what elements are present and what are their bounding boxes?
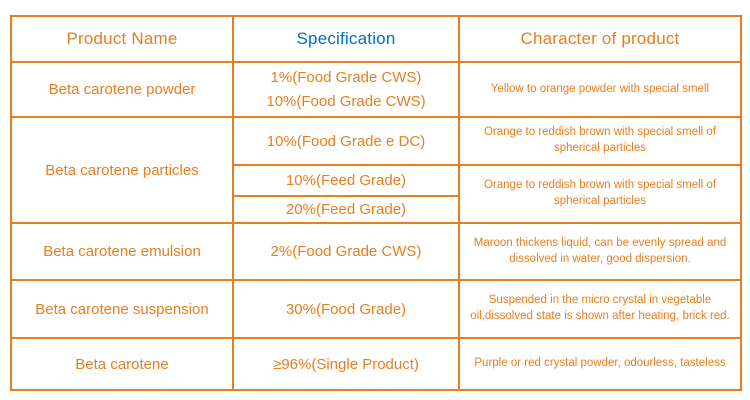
spec-powder-line1: 1%(Food Grade CWS) xyxy=(270,68,422,86)
table-row-powder: Beta carotene powder 1%(Food Grade CWS) … xyxy=(10,61,742,118)
header-row: Product Name Specification Character of … xyxy=(10,15,742,63)
character-powder: Yellow to orange powder with special sme… xyxy=(458,61,742,118)
product-spec-table: Product Name Specification Character of … xyxy=(10,15,742,391)
product-name-emulsion: Beta carotene emulsion xyxy=(10,222,234,281)
spec-crystal: ≥96%(Single Product) xyxy=(232,337,460,391)
product-name-suspension: Beta carotene suspension xyxy=(10,279,234,339)
spec-powder-line2: 10%(Food Grade CWS) xyxy=(266,92,426,110)
character-particles-1: Orange to reddish brown with special sme… xyxy=(458,116,742,166)
character-suspension: Suspended in the micro crystal in vegeta… xyxy=(458,279,742,339)
header-product-name: Product Name xyxy=(10,15,234,63)
table-row-particles-1: Beta carotene particles 10%(Food Grade e… xyxy=(10,116,742,224)
spec-particles-feed-grade-20: 20%(Feed Grade) xyxy=(232,195,460,224)
character-crystal: Purple or red crystal powder, odourless,… xyxy=(458,337,742,391)
character-particles-2: Orange to reddish brown with special sme… xyxy=(458,164,742,224)
header-character: Character of product xyxy=(458,15,742,63)
product-name-crystal: Beta carotene xyxy=(10,337,234,391)
spec-powder: 1%(Food Grade CWS) 10%(Food Grade CWS) xyxy=(232,61,460,118)
spec-particles-food-grade: 10%(Food Grade e DC) xyxy=(232,116,460,166)
table-row-particles-2: 10%(Feed Grade) Orange to reddish brown … xyxy=(11,164,742,224)
spec-emulsion: 2%(Food Grade CWS) xyxy=(232,222,460,281)
header-specification: Specification xyxy=(232,15,460,63)
character-emulsion: Maroon thickens liquid, can be evenly sp… xyxy=(458,222,742,281)
product-name-particles: Beta carotene particles xyxy=(10,116,234,224)
table-row-suspension: Beta carotene suspension 30%(Food Grade)… xyxy=(10,279,742,339)
spec-particles-feed-grade-10: 10%(Feed Grade) xyxy=(232,164,460,197)
table-row-particles-3: 20%(Feed Grade) xyxy=(11,195,741,224)
spec-suspension: 30%(Food Grade) xyxy=(232,279,460,339)
product-name-powder: Beta carotene powder xyxy=(10,61,234,118)
table-row-crystal: Beta carotene ≥96%(Single Product) Purpl… xyxy=(10,337,742,391)
table-row-emulsion: Beta carotene emulsion 2%(Food Grade CWS… xyxy=(10,222,742,281)
